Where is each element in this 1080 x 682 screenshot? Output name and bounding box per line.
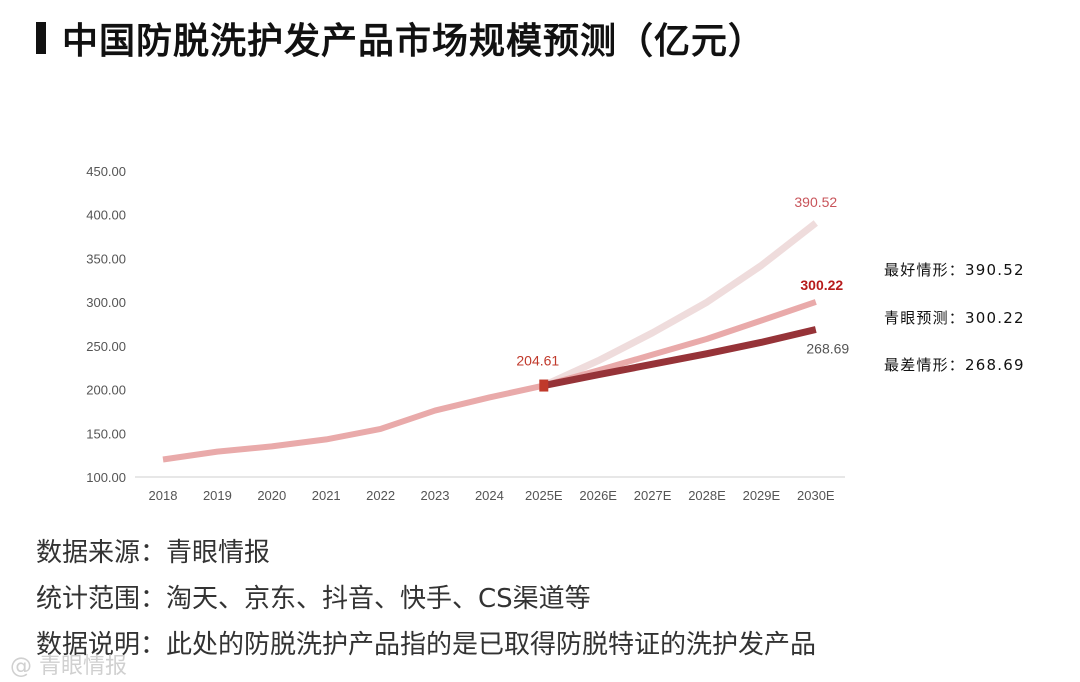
x-tick-label: 2029E <box>743 488 781 503</box>
y-tick-label: 350.00 <box>86 251 126 266</box>
x-tick-label: 2020 <box>257 488 286 503</box>
y-tick-label: 100.00 <box>86 470 126 485</box>
data-source-note: 数据来源：青眼情报 <box>36 538 271 568</box>
historical-line <box>162 382 545 463</box>
x-tick-label: 2028E <box>688 488 726 503</box>
series-lines <box>162 220 818 463</box>
legend-forecast: 青眼预测：300.22 <box>884 309 1025 327</box>
y-tick-label: 150.00 <box>86 426 126 441</box>
x-tick-label: 2019 <box>203 488 232 503</box>
y-tick-label: 450.00 <box>86 164 126 179</box>
worst-case-end-label: 268.69 <box>806 341 849 357</box>
y-axis-ticks: 100.00 150.00 200.00 250.00 300.00 350.00 400.… <box>86 164 126 485</box>
x-tick-label: 2023 <box>421 488 450 503</box>
title-block: 中国防脱洗护发产品市场规模预测（亿元） <box>36 12 765 64</box>
x-tick-label: 2021 <box>312 488 341 503</box>
notes-block: 数据来源：青眼情报 统计范围：淘天、京东、抖音、快手、CS渠道等 数据说明：此处… <box>36 530 816 668</box>
explanation-note: 数据说明：此处的防脱洗护产品指的是已取得防脱特证的洗护发产品 <box>36 630 817 660</box>
legend-best-case: 最好情形：390.52 <box>884 261 1025 279</box>
start-value-label: 204.61 <box>516 353 559 369</box>
page-title: 中国防脱洗护发产品市场规模预测（亿元） <box>62 21 766 62</box>
x-axis-ticks: 2018 2019 2020 2021 2022 2023 2024 2025E 2026E 20… <box>149 488 835 503</box>
y-tick-label: 200.00 <box>86 383 126 398</box>
data-labels: 204.61 390.52 300.22 268.69 <box>516 194 849 392</box>
x-tick-label: 2027E <box>634 488 672 503</box>
legend: 最好情形：390.52 青眼预测：300.22 最差情形：268.69 <box>884 261 1025 374</box>
best-case-end-label: 390.52 <box>794 194 837 210</box>
watermark: @ 青眼情报 <box>10 654 127 679</box>
title-accent-bar <box>36 22 46 54</box>
x-tick-label: 2025E <box>525 488 563 503</box>
x-tick-label: 2026E <box>579 488 617 503</box>
best-case-line <box>542 220 818 389</box>
worst-case-line <box>543 326 817 389</box>
x-tick-label: 2024 <box>475 488 504 503</box>
forecast-line <box>542 299 817 389</box>
x-tick-label: 2018 <box>149 488 178 503</box>
y-tick-label: 250.00 <box>86 339 126 354</box>
y-tick-label: 300.00 <box>86 295 126 310</box>
x-tick-label: 2022 <box>366 488 395 503</box>
scope-note: 统计范围：淘天、京东、抖音、快手、CS渠道等 <box>36 584 591 614</box>
legend-worst-case: 最差情形：268.69 <box>884 356 1025 374</box>
x-tick-label: 2030E <box>797 488 835 503</box>
forecast-end-label: 300.22 <box>800 277 843 293</box>
y-tick-label: 400.00 <box>86 208 126 223</box>
start-point-marker <box>539 379 549 392</box>
